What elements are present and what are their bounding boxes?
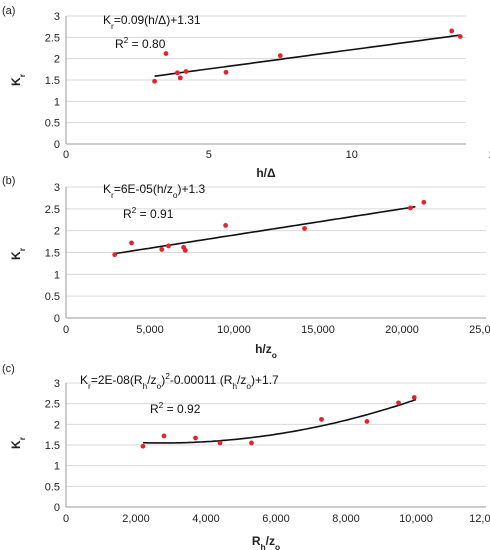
y-tick-label: 2.5 [45, 32, 60, 44]
data-point [421, 199, 427, 205]
x-axis-title: Rh/zo [252, 534, 280, 550]
data-point [223, 69, 229, 75]
y-axis-title: Kr [9, 247, 27, 260]
trendline [154, 34, 461, 77]
y-tick-label: 1.5 [45, 440, 60, 452]
chart-panel-c: 0 0.5 1 1.5 2 2.5 3 0 2,000 4,000 6,000 8,000 10,000… [2, 363, 490, 550]
x-tick-label: 2,000 [122, 513, 150, 525]
data-point [408, 205, 413, 211]
y-tick-label: 0.5 [45, 118, 60, 130]
x-tick-label: 4,000 [192, 513, 220, 525]
trendline-equation: Kr=2E-08(Rh/zo)2-0.00011 (Rh/zo)+1.7 [80, 371, 279, 391]
y-axis-title: Kr [9, 436, 27, 449]
data-point [163, 51, 169, 56]
y-tick-label: 0 [54, 502, 60, 514]
panel-label: (a) [2, 5, 15, 17]
data-point [302, 226, 307, 231]
data-point [161, 433, 167, 439]
x-tick-label: 0 [63, 149, 69, 161]
y-tick-label: 1.5 [45, 248, 60, 260]
x-tick-label: 10,000 [217, 324, 251, 336]
r-squared-label: R2 = 0.92 [150, 400, 201, 416]
data-point [396, 400, 401, 406]
y-tick-label: 2.5 [45, 204, 60, 216]
y-tick-label: 3 [54, 182, 60, 194]
y-tick-label: 1 [54, 269, 60, 281]
x-tick-label: 15 [488, 149, 490, 161]
y-tick-label: 0 [54, 313, 60, 325]
y-tick-label: 1 [54, 461, 60, 473]
data-point [217, 440, 223, 446]
data-point [152, 78, 157, 84]
chart-panel-b: 0 0.5 1 1.5 2 2.5 3 0 5,000 10,000 15,000 20,000 25,… [2, 175, 490, 360]
data-point [166, 243, 171, 249]
data-point [277, 53, 283, 59]
data-point [182, 247, 188, 253]
x-tick-label: 15,000 [301, 324, 335, 336]
y-tick-label: 0 [54, 139, 60, 151]
y-tick-label: 3 [54, 378, 60, 390]
data-point [159, 247, 165, 252]
x-tick-label: 5 [206, 149, 212, 161]
y-tick-label: 3 [54, 11, 60, 23]
trendline [114, 205, 416, 255]
panel-label: (c) [2, 363, 15, 375]
panel-label: (b) [2, 175, 15, 187]
y-tick-label: 2.5 [45, 399, 60, 411]
x-tick-label: 10 [346, 149, 358, 161]
data-point [249, 440, 254, 446]
x-tick-label: 20,000 [385, 324, 419, 336]
data-point [183, 69, 189, 74]
data-point [177, 75, 183, 81]
trendline-equation: Kr=6E-05(h/zo)+1.3 [103, 182, 206, 200]
trendline-equation: Kr=0.09(h/Δ)+1.31 [103, 13, 201, 31]
x-tick-label: 10,000 [399, 513, 433, 525]
data-point [364, 419, 370, 424]
x-tick-label: 25,000 [469, 324, 490, 336]
x-tick-label: 0 [63, 324, 69, 336]
trendline [142, 398, 417, 444]
data-point [319, 416, 324, 422]
data-point [112, 252, 118, 258]
y-tick-label: 1.5 [45, 75, 60, 87]
data-point [223, 223, 229, 228]
y-tick-label: 2 [54, 54, 60, 66]
x-tick-label: 8,000 [332, 513, 360, 525]
x-tick-label: 12,000 [469, 513, 490, 525]
r-squared-label: R2 = 0.80 [115, 35, 166, 51]
y-tick-label: 0.5 [45, 291, 60, 303]
y-axis-title: Kr [9, 73, 27, 86]
data-point [129, 240, 134, 246]
y-tick-label: 2 [54, 226, 60, 238]
chart-panel-a: 0 0.5 1 1.5 2 2.5 3 0 5 10 15 (a) Kr=0.09(h/Δ)+1.31 R… [2, 5, 490, 180]
data-point [175, 70, 180, 76]
y-tick-label: 1 [54, 96, 60, 108]
x-tick-label: 5,000 [136, 324, 164, 336]
y-tick-label: 0.5 [45, 481, 60, 493]
data-point [193, 435, 198, 441]
x-axis-title: h/Δ [256, 166, 276, 180]
x-tick-label: 6,000 [262, 513, 290, 525]
x-tick-label: 0 [63, 513, 69, 525]
data-point [411, 395, 417, 400]
r-squared-label: R2 = 0.91 [123, 205, 174, 221]
x-axis-title: h/zo [255, 342, 277, 360]
data-point [140, 443, 146, 449]
y-tick-label: 2 [54, 419, 60, 431]
data-point [449, 28, 455, 34]
data-point [457, 34, 463, 39]
